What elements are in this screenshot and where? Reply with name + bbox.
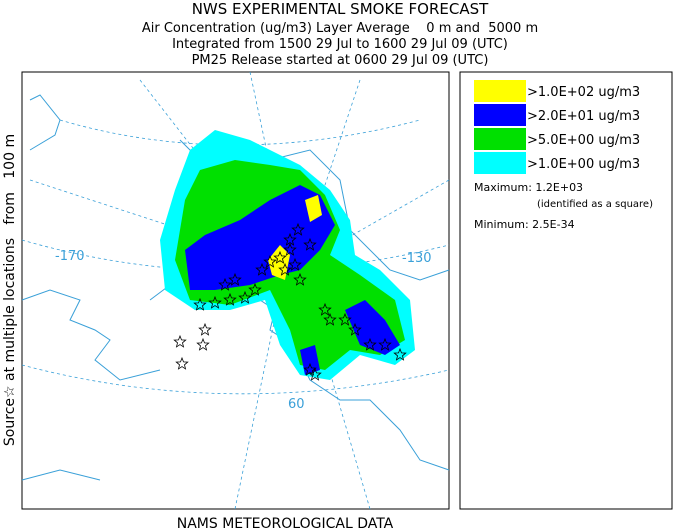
source-star [208,295,222,309]
source-star [263,254,277,268]
contour [300,345,320,375]
sources [173,222,407,381]
legend-swatch [474,104,526,126]
source-star [318,302,332,316]
side-label: Source☆ at multiple locations from 100 m [2,134,18,446]
source-star [348,322,362,336]
subtitle: PM25 Release started at 0600 29 Jul 09 (… [192,53,489,68]
source-star [273,250,287,264]
legend-swatch [474,80,526,102]
source-star [173,334,187,348]
source-star [283,232,297,246]
coast [21,469,101,481]
legend-items: >1.0E+02 ug/m3 >2.0E+01 ug/m3 >5.0E+00 ug/… [474,80,640,174]
contour [268,245,290,280]
source-star [393,347,407,361]
maximum: Maximum: 1.2E+03 [474,181,583,194]
source-star [323,312,337,326]
legend-swatch [474,152,526,174]
subtitle: Integrated from 1500 29 Jul to 1600 29 J… [172,37,508,52]
source-star [228,272,242,286]
map-label: -130 [402,251,432,266]
maximum-note: (identified as a square) [537,199,653,210]
source-star [363,337,377,351]
source-star [308,367,322,381]
source-star [288,257,302,271]
coast [21,289,161,381]
source-star [223,292,237,306]
legend: >1.0E+02 ug/m3 >2.0E+01 ug/m3 >5.0E+00 ug/… [459,71,673,510]
subtitle: Air Concentration (ug/m3) Layer Average … [142,21,538,36]
source-star [378,337,392,351]
lat-line [59,119,421,146]
source-star [193,297,207,311]
map: -170 -130 60 [21,71,450,510]
contour [305,195,322,222]
source-star [303,362,317,376]
lon-line [299,179,450,266]
map-label: 60 [288,397,305,412]
legend-label: >1.0E+02 ug/m3 [527,85,640,100]
source-star [196,337,210,351]
map-label: -170 [55,249,85,264]
minimum: Minimum: 2.5E-34 [474,218,575,231]
source-star [175,356,189,370]
legend-label: >2.0E+01 ug/m3 [527,109,640,124]
source-star [255,262,269,276]
source-star [338,312,352,326]
legend-label: >5.0E+00 ug/m3 [527,133,640,148]
source-star [303,237,317,251]
contour [185,185,335,290]
source-star [198,322,212,336]
footer: NAMS METEOROLOGICAL DATA [177,516,394,532]
lon-line [234,269,286,510]
source-star [218,277,232,291]
title: NWS EXPERIMENTAL SMOKE FORECAST [192,0,489,18]
coast [29,94,61,151]
source-star [291,222,305,236]
source-star [278,262,292,276]
legend-label: >1.0E+00 ug/m3 [527,157,640,172]
source-star [293,272,307,286]
plumes [160,130,415,380]
source-star [238,290,252,304]
legend-swatch [474,128,526,150]
source-star [283,242,297,256]
source-star [248,282,262,296]
